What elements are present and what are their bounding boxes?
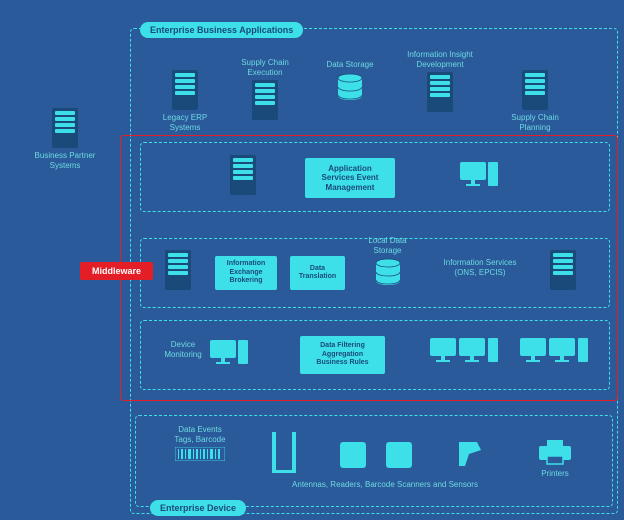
- legacy-erp-label: Legacy ERP Systems: [163, 113, 207, 132]
- device-monitoring: Device Monitoring: [158, 340, 208, 359]
- supply-exec-label: Supply Chain Execution: [241, 58, 289, 77]
- info-exchange-box: Information Exchange Brokering: [215, 256, 277, 290]
- data-translation-box: Data Translation: [290, 256, 345, 290]
- database-icon: [374, 258, 402, 290]
- device-monitor: [210, 340, 248, 364]
- legacy-erp: Legacy ERP Systems: [155, 70, 215, 132]
- barcode-icon: [175, 447, 225, 461]
- database-icon: [336, 73, 364, 105]
- app-server-left: [230, 155, 256, 195]
- server-icon: [165, 250, 191, 290]
- business-partner-label: Business Partner Systems: [35, 151, 96, 170]
- local-storage-label: Local Data Storage: [368, 236, 406, 255]
- info-services-label: Information Services (ONS, EPCIS): [444, 258, 517, 277]
- mid-server: [165, 250, 191, 290]
- supply-chain-exec: Supply Chain Execution: [230, 58, 300, 120]
- dual-monitor-1: [430, 338, 498, 362]
- supply-plan-label: Supply Chain Planning: [511, 113, 559, 132]
- device-mon-label: Device Monitoring: [164, 340, 201, 359]
- business-partner-systems: Business Partner Systems: [30, 108, 100, 170]
- enterprise-device-pill: Enterprise Device: [150, 500, 246, 516]
- middleware-tag: Middleware: [80, 262, 153, 280]
- supply-chain-plan: Supply Chain Planning: [500, 70, 570, 132]
- printer-icon: [537, 438, 573, 466]
- server-icon: [522, 70, 548, 110]
- reader-2: [386, 442, 412, 468]
- local-data-storage: Local Data Storage: [360, 236, 415, 290]
- server-icon: [172, 70, 198, 110]
- app-monitor: [460, 162, 498, 186]
- info-services: Information Services (ONS, EPCIS): [435, 258, 525, 277]
- readers-label: Antennas, Readers, Barcode Scanners and …: [275, 480, 495, 490]
- printers-label: Printers: [541, 469, 569, 479]
- server-icon: [427, 72, 453, 112]
- desktop-icon: [210, 340, 248, 364]
- app-services-box: Application Services Event Management: [305, 158, 395, 198]
- enterprise-apps-pill: Enterprise Business Applications: [140, 22, 303, 38]
- antenna-icon: [270, 430, 300, 474]
- info-insight-label: Information Insight Development: [407, 50, 473, 69]
- dual-desktop-icon: [430, 338, 498, 362]
- server-icon: [252, 80, 278, 120]
- printer: Printers: [530, 438, 580, 479]
- server-icon: [550, 250, 576, 290]
- reader-icon: [340, 442, 366, 468]
- dual-monitor-2: [520, 338, 588, 362]
- data-filtering-box: Data Filtering Aggregation Business Rule…: [300, 336, 385, 374]
- data-events-tags: Data Events Tags, Barcode: [165, 425, 235, 461]
- data-storage: Data Storage: [320, 60, 380, 105]
- barcode-scanner-icon: [455, 438, 485, 472]
- info-insight: Information Insight Development: [400, 50, 480, 112]
- desktop-icon: [460, 162, 498, 186]
- antenna: [270, 430, 300, 474]
- data-storage-label: Data Storage: [326, 60, 373, 70]
- reader-icon: [386, 442, 412, 468]
- server-icon: [52, 108, 78, 148]
- reader-1: [340, 442, 366, 468]
- tags-label: Data Events Tags, Barcode: [174, 425, 225, 444]
- scanner: [455, 438, 485, 472]
- server-icon: [230, 155, 256, 195]
- mid-server-right: [550, 250, 576, 290]
- dual-desktop-icon: [520, 338, 588, 362]
